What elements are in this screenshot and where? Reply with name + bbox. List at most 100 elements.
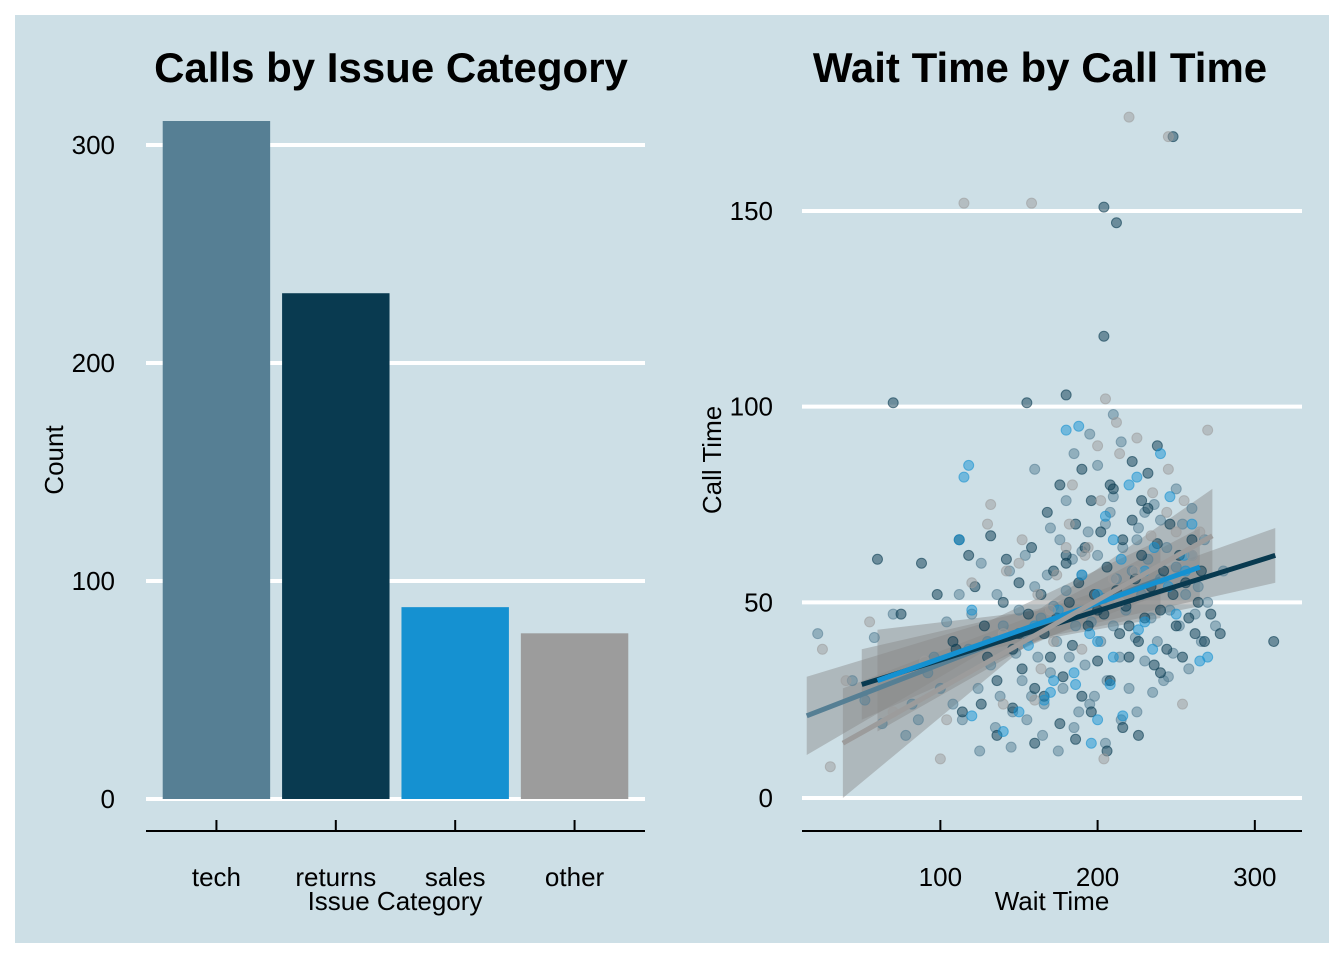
- scatter-point: [941, 714, 953, 726]
- scatter-point: [1123, 651, 1135, 663]
- scatter-point: [1005, 741, 1017, 753]
- scatter-point: [1063, 518, 1075, 530]
- scatter-point: [991, 675, 1003, 687]
- scatter-point: [1070, 679, 1082, 691]
- scatter-point: [1192, 596, 1204, 608]
- scatter-point: [1060, 495, 1072, 507]
- scatter-chart-x-axis-label: Wait Time: [995, 886, 1110, 916]
- scatter-point: [1092, 655, 1104, 667]
- bar-chart-title: Calls by Issue Category: [154, 44, 628, 91]
- scatter-point: [1054, 534, 1066, 546]
- scatter-point: [1052, 745, 1064, 757]
- scatter-point: [1132, 729, 1144, 741]
- scatter-point: [1000, 565, 1012, 577]
- scatter-point: [1123, 682, 1135, 694]
- scatter-chart-y-ticks: 0 50 100 150: [730, 196, 773, 813]
- scatter-chart-x-tick-label: 200: [1076, 862, 1119, 892]
- scatter-point: [1154, 667, 1166, 679]
- scatter-point: [931, 589, 943, 601]
- scatter-point: [1164, 491, 1176, 503]
- scatter-point: [966, 710, 978, 722]
- scatter-point: [985, 530, 997, 542]
- scatter-point: [1079, 659, 1091, 671]
- scatter-point: [1076, 690, 1088, 702]
- scatter-point: [1139, 655, 1151, 667]
- scatter-point: [1063, 651, 1075, 663]
- scatter-point: [1177, 651, 1189, 663]
- scatter-point: [1085, 737, 1097, 749]
- scatter-point: [840, 675, 852, 687]
- bar-sales: [401, 607, 509, 799]
- scatter-point: [1099, 393, 1111, 405]
- scatter-point: [1013, 577, 1025, 589]
- scatter-point: [974, 745, 986, 757]
- scatter-point: [1098, 330, 1110, 342]
- scatter-point: [1114, 628, 1126, 640]
- scatter-point: [1060, 585, 1072, 597]
- scatter-point: [1048, 675, 1060, 687]
- scatter-point: [966, 577, 978, 589]
- scatter-point: [997, 698, 1009, 710]
- scatter-point: [1057, 682, 1069, 694]
- scatter-point: [1180, 589, 1192, 601]
- scatter-chart-title: Wait Time by Call Time: [813, 44, 1267, 91]
- scatter-point: [1142, 467, 1154, 479]
- scatter-point: [1041, 506, 1053, 518]
- scatter-point: [1202, 651, 1214, 663]
- scatter-point: [1115, 436, 1127, 448]
- scatter-point: [1057, 671, 1069, 683]
- scatter-point: [1013, 557, 1025, 569]
- scatter-point: [1170, 620, 1182, 632]
- scatter-point: [934, 753, 946, 765]
- scatter-point: [1076, 643, 1088, 655]
- scatter-point: [1016, 534, 1028, 546]
- scatter-point: [985, 499, 997, 511]
- scatter-point: [1107, 651, 1119, 663]
- scatter-point: [1154, 604, 1166, 616]
- scatter-point: [1026, 197, 1038, 209]
- scatter-point: [1162, 131, 1174, 143]
- scatter-point: [1132, 635, 1144, 647]
- scatter-point: [1013, 604, 1025, 616]
- scatter-point: [1016, 675, 1028, 687]
- scatter-point: [956, 706, 968, 718]
- scatter-point: [1183, 663, 1195, 675]
- scatter-point: [887, 397, 899, 409]
- scatter-point: [1214, 628, 1226, 640]
- scatter-point: [1013, 706, 1025, 718]
- scatter-point: [1085, 706, 1097, 718]
- bar-chart-x-tick-label: other: [545, 862, 605, 892]
- scatter-point: [1073, 706, 1085, 718]
- scatter-point: [1084, 628, 1096, 640]
- scatter-point: [997, 596, 1009, 608]
- scatter-point: [1148, 542, 1160, 554]
- scatter-point: [1177, 698, 1189, 710]
- scatter-point: [1101, 561, 1113, 573]
- scatter-point: [1136, 549, 1148, 561]
- scatter-point: [1123, 620, 1135, 632]
- scatter-point: [941, 616, 953, 628]
- scatter-point: [871, 553, 883, 565]
- scatter-point: [975, 557, 987, 569]
- scatter-point: [1148, 659, 1160, 671]
- scatter-point: [1107, 573, 1119, 585]
- scatter-point: [947, 698, 959, 710]
- scatter-point: [1147, 686, 1159, 698]
- scatter-point: [1032, 589, 1044, 601]
- scatter-point: [1117, 722, 1129, 734]
- scatter-point: [991, 589, 1003, 601]
- scatter-chart-y-tick-label: 0: [759, 783, 773, 813]
- scatter-point: [1154, 514, 1166, 526]
- scatter-point: [1068, 667, 1080, 679]
- scatter-point: [1098, 201, 1110, 213]
- scatter-point: [1132, 522, 1144, 534]
- scatter-point: [953, 534, 965, 546]
- scatter-point: [1082, 526, 1094, 538]
- scatter-point: [1029, 737, 1041, 749]
- scatter-point: [1076, 463, 1088, 475]
- scatter-chart-points: [812, 111, 1280, 773]
- scatter-point: [1092, 459, 1104, 471]
- scatter-point: [1068, 722, 1080, 734]
- scatter-point: [1054, 718, 1066, 730]
- scatter-point: [1170, 608, 1182, 620]
